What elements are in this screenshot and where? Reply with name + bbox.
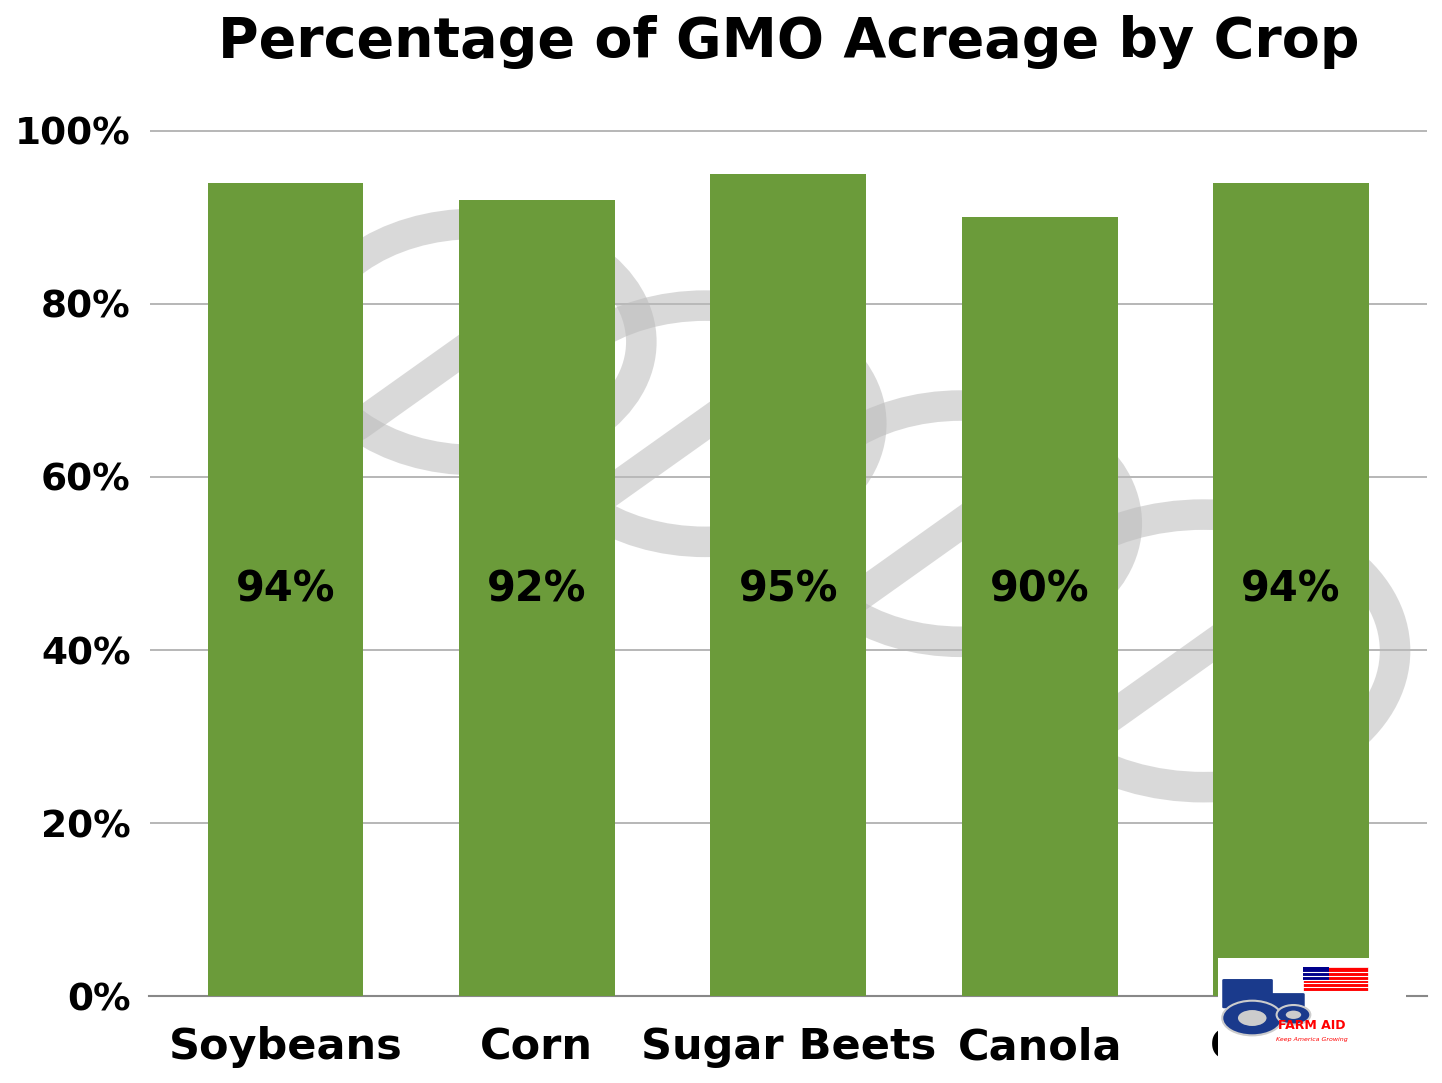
Title: Percentage of GMO Acreage by Crop: Percentage of GMO Acreage by Crop — [218, 15, 1358, 69]
Text: 90%: 90% — [989, 569, 1090, 611]
Bar — [1213, 183, 1368, 996]
FancyBboxPatch shape — [1304, 967, 1330, 980]
FancyBboxPatch shape — [1304, 967, 1368, 991]
Bar — [962, 218, 1118, 996]
Text: FARM AID: FARM AID — [1279, 1019, 1345, 1032]
Text: 94%: 94% — [235, 569, 335, 611]
Text: 92%: 92% — [487, 569, 587, 611]
FancyBboxPatch shape — [1223, 979, 1273, 1008]
Circle shape — [1223, 1001, 1282, 1035]
FancyBboxPatch shape — [1218, 958, 1406, 1067]
Text: Keep America Growing: Keep America Growing — [1276, 1038, 1348, 1042]
Text: 95%: 95% — [738, 569, 838, 611]
FancyBboxPatch shape — [1263, 993, 1305, 1012]
Bar — [208, 183, 363, 996]
Bar — [711, 174, 867, 996]
Bar — [459, 200, 614, 996]
Text: 94%: 94% — [1242, 569, 1341, 611]
Circle shape — [1276, 1005, 1311, 1025]
Circle shape — [1237, 1009, 1268, 1027]
Circle shape — [1285, 1009, 1302, 1020]
